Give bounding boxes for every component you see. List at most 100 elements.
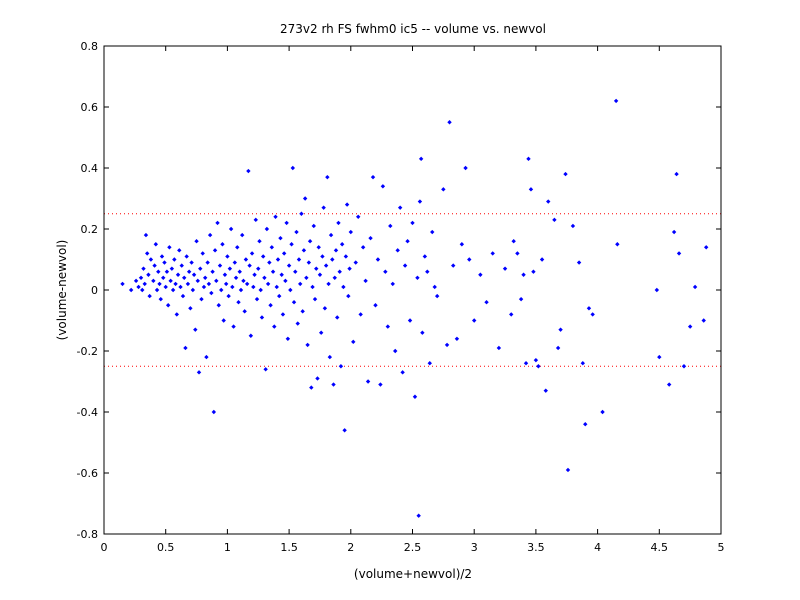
data-point (310, 284, 315, 290)
data-point (280, 312, 286, 317)
data-point (260, 254, 266, 259)
data-point (241, 278, 246, 284)
data-point (140, 287, 145, 293)
x-tick-label: 4 (594, 541, 601, 554)
data-point (244, 281, 250, 287)
data-point (251, 284, 256, 290)
data-point (521, 272, 526, 277)
data-point (154, 287, 160, 293)
data-point (316, 245, 321, 250)
data-point (206, 281, 212, 287)
data-point (496, 345, 502, 351)
data-point (169, 266, 175, 271)
data-point (305, 342, 310, 348)
data-point (180, 293, 186, 299)
data-point (172, 257, 177, 262)
data-point (291, 300, 297, 305)
data-point (231, 324, 236, 329)
data-point (317, 272, 323, 277)
data-point (193, 327, 198, 332)
data-point (415, 275, 420, 280)
data-point (147, 293, 152, 299)
data-point (157, 281, 162, 287)
data-point (430, 229, 435, 235)
data-point (307, 239, 313, 244)
data-point (263, 367, 268, 372)
data-point (356, 214, 361, 219)
data-point (552, 217, 557, 223)
data-point (128, 287, 134, 293)
data-point (302, 196, 308, 201)
data-point (205, 260, 210, 265)
data-point (674, 171, 679, 177)
data-point (232, 260, 238, 265)
data-point (222, 272, 228, 277)
y-tick-label: 0.4 (81, 162, 99, 175)
data-point (687, 324, 693, 329)
data-point (196, 370, 202, 375)
data-point (463, 165, 468, 171)
data-point (289, 242, 294, 247)
data-point (217, 263, 223, 268)
data-point (314, 266, 319, 271)
data-point (207, 232, 213, 238)
data-point (278, 235, 283, 241)
data-point (600, 409, 605, 415)
data-point (161, 275, 166, 280)
data-point (511, 239, 516, 244)
data-point (238, 287, 244, 293)
data-point (290, 165, 296, 171)
data-point (209, 290, 214, 296)
data-point (233, 275, 239, 280)
data-point (186, 269, 192, 274)
data-point (342, 428, 347, 433)
data-point (563, 171, 568, 177)
data-point (312, 296, 318, 302)
data-point (237, 269, 242, 274)
data-point (558, 327, 563, 332)
data-point (325, 174, 330, 180)
data-point (358, 312, 363, 317)
data-point (518, 296, 524, 302)
data-point (174, 312, 180, 317)
x-tick-label: 1 (224, 541, 231, 554)
data-point (184, 254, 189, 259)
data-point (306, 260, 312, 265)
data-point (247, 263, 252, 268)
chart-title: 273v2 rh FS fwhm0 ic5 -- volume vs. newv… (280, 22, 546, 36)
x-axis-label: (volume+newvol)/2 (354, 567, 472, 581)
data-point (333, 248, 339, 253)
data-point (332, 275, 337, 280)
data-point (657, 354, 662, 360)
data-point (283, 278, 288, 284)
y-tick-label: -0.2 (77, 345, 98, 358)
data-point (703, 245, 709, 250)
data-point (447, 120, 452, 125)
data-point (162, 260, 167, 265)
data-point (256, 266, 261, 271)
y-tick-label: 0.6 (81, 101, 99, 114)
data-point (168, 278, 173, 284)
data-point (274, 284, 279, 290)
data-point (330, 257, 335, 262)
data-point (444, 342, 450, 348)
data-point (400, 370, 405, 375)
data-point (188, 306, 193, 311)
data-point (190, 287, 196, 293)
data-point (277, 293, 282, 299)
data-point (144, 251, 150, 256)
data-point (223, 281, 229, 287)
data-point (265, 281, 271, 287)
data-point (249, 251, 255, 256)
data-point (201, 284, 207, 290)
data-point (676, 251, 682, 256)
data-point (348, 229, 353, 235)
data-point (235, 245, 240, 250)
data-point (270, 269, 276, 274)
data-point (484, 300, 489, 305)
data-point (143, 232, 149, 238)
data-point (257, 239, 262, 244)
data-point (418, 156, 424, 162)
data-point (194, 239, 199, 244)
